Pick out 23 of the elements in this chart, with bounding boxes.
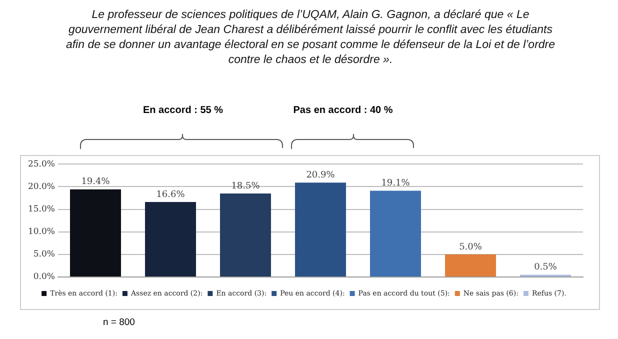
text: En accord : 55 % <box>142 105 224 116</box>
bar <box>145 202 196 276</box>
y-tick-label: 5.0% <box>33 250 55 260</box>
data-label: 20.9% <box>306 170 336 180</box>
y-tick-label: 10.0% <box>28 227 55 238</box>
data-label: 5.0% <box>459 242 482 252</box>
text: n = 800 <box>103 317 135 328</box>
data-label: 0.5% <box>534 262 558 273</box>
bar <box>445 254 496 276</box>
data-label: 18.5% <box>231 181 260 192</box>
bar <box>220 193 271 276</box>
y-tick-label: 0.0% <box>33 272 55 282</box>
bar <box>370 190 421 276</box>
y-tick-label: 20.0% <box>28 182 55 192</box>
chart-title: Le professeur de sciences politiques de l’UQAM, Alain G. Gagnon, a déclaré que « Le gouvernement libéral de Jean Charest a délibérément laissé pourrir le conflit avec les étudiants afin de se donner un avantage électoral en se posant comme le défenseur de la Loi et de l’ordre contre le chaos et le désordre ». <box>64 8 556 68</box>
data-label: 19.4% <box>81 177 110 188</box>
bar <box>70 189 121 276</box>
text: Pas en accord : 40 % <box>292 105 394 116</box>
y-tick-label: 15.0% <box>28 204 55 214</box>
data-label: 16.6% <box>156 190 186 200</box>
data-label: 19.1% <box>381 178 410 189</box>
bar <box>295 182 346 276</box>
y-tick-label: 25.0% <box>28 159 55 170</box>
